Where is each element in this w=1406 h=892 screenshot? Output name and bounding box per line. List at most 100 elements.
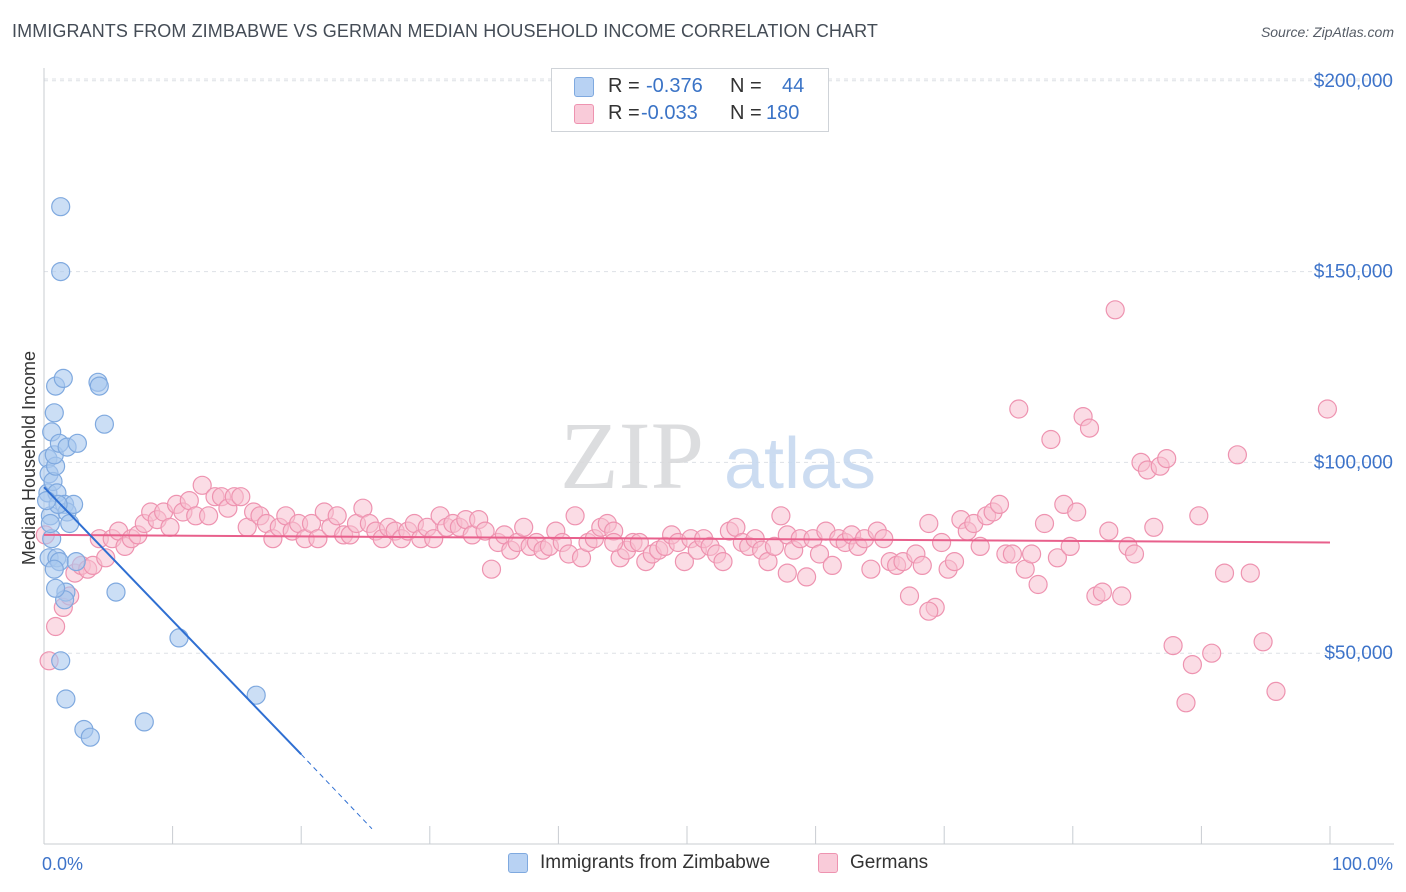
- y-axis-label: Median Household Income: [19, 351, 39, 565]
- y-tick-label: $100,000: [1314, 452, 1393, 473]
- germans-point: [1253, 632, 1273, 652]
- zimbabwe-trend-line: [43, 486, 302, 756]
- germans-point: [1240, 563, 1260, 583]
- bottom-legend-swatch-blue: [508, 853, 528, 873]
- germans-point: [1317, 399, 1338, 419]
- germans-point: [1041, 429, 1061, 450]
- zimbabwe-point: [80, 727, 100, 747]
- watermark-zip: ZIP: [560, 402, 704, 509]
- legend-n-label: N =: [730, 102, 762, 124]
- y-tick-label: $50,000: [1324, 643, 1393, 664]
- germans-point: [1266, 681, 1286, 702]
- x-tick-label-min: 0.0%: [42, 854, 83, 874]
- zimbabwe-point: [53, 368, 73, 388]
- bottom-legend-label: Germans: [850, 852, 929, 873]
- germans-point: [1112, 586, 1132, 606]
- germans-point: [424, 529, 444, 549]
- zimbabwe-point: [51, 197, 71, 217]
- germans-point: [1079, 418, 1100, 438]
- germans-point: [231, 487, 251, 507]
- trend-lines: [43, 486, 1331, 830]
- germans-point: [1034, 513, 1055, 534]
- germans-point: [160, 517, 180, 537]
- germans-point: [1105, 300, 1125, 320]
- germans-point: [796, 567, 817, 587]
- germans-point: [1163, 635, 1183, 656]
- zimbabwe-point: [106, 582, 126, 602]
- stats-legend: R = -0.376 N = 44 R = -0.033 N = 180: [551, 68, 829, 132]
- axes: [43, 68, 1394, 845]
- legend-r-value: -0.376: [646, 75, 703, 97]
- zimbabwe-point: [51, 651, 71, 671]
- legend-n-label: N =: [730, 75, 762, 97]
- germans-point: [713, 551, 733, 572]
- germans-point: [1214, 563, 1235, 583]
- germans-point: [1002, 544, 1023, 564]
- germans-point: [674, 551, 695, 572]
- zimbabwe-point: [134, 712, 154, 732]
- watermark: ZIP atlas: [560, 402, 876, 509]
- zimbabwe-point: [66, 551, 86, 572]
- zimbabwe-point: [40, 513, 61, 534]
- series-zimbabwe: [36, 197, 266, 747]
- watermark-atlas: atlas: [724, 424, 876, 504]
- germans-point: [1144, 517, 1164, 537]
- zimbabwe-point: [60, 513, 80, 534]
- legend-n-value: 180: [766, 102, 800, 124]
- legend-n-value: 44: [782, 75, 805, 97]
- zimbabwe-point: [94, 414, 115, 434]
- germans-point: [1124, 544, 1145, 564]
- legend-r-label: R =: [608, 75, 640, 97]
- germans-point: [822, 555, 842, 576]
- y-tick-label: $200,000: [1314, 71, 1393, 92]
- germans-point: [604, 532, 624, 553]
- x-tick-label-max: 100.0%: [1332, 854, 1393, 874]
- source-credit: Source: ZipAtlas.com: [1260, 24, 1394, 40]
- germans-point: [199, 506, 219, 526]
- germans-point: [919, 601, 939, 621]
- germans-point: [565, 506, 585, 526]
- germans-point: [899, 586, 920, 606]
- germans-point: [771, 506, 791, 526]
- germans-point: [777, 563, 797, 583]
- zimbabwe-point: [44, 403, 64, 423]
- chart-title: IMMIGRANTS FROM ZIMBABWE VS GERMAN MEDIA…: [12, 21, 878, 41]
- zimbabwe-point: [36, 491, 57, 511]
- germans-point: [1202, 643, 1222, 663]
- germans-point: [1092, 582, 1113, 602]
- germans-point: [1157, 449, 1177, 469]
- germans-point: [764, 536, 785, 557]
- germans-point: [327, 506, 347, 526]
- germans-point: [1028, 574, 1048, 595]
- germans-point: [989, 494, 1010, 514]
- germans-point: [192, 475, 212, 495]
- legend-r-label: R =: [608, 102, 640, 124]
- germans-point: [1182, 654, 1203, 675]
- germans-point: [1009, 399, 1029, 419]
- germans-point: [1047, 548, 1068, 568]
- germans-point: [919, 513, 939, 534]
- zimbabwe-point: [56, 689, 76, 709]
- germans-point: [1067, 502, 1087, 522]
- zimbabwe-point: [169, 628, 189, 648]
- germans-point: [861, 559, 881, 579]
- germans-point: [514, 517, 534, 537]
- germans-point: [1227, 445, 1248, 465]
- germans-point: [944, 551, 965, 572]
- germans-point: [96, 548, 116, 568]
- zimbabwe-point: [51, 262, 71, 282]
- germans-point: [809, 544, 830, 564]
- zimbabwe-point: [246, 685, 266, 705]
- bottom-legend-swatch-pink: [818, 853, 838, 873]
- legend-swatch-pink: [574, 104, 594, 124]
- zimbabwe-point: [44, 559, 64, 579]
- germans-point: [1176, 693, 1196, 713]
- germans-point: [912, 555, 932, 576]
- y-tick-label: $150,000: [1314, 262, 1393, 283]
- germans-point: [874, 529, 894, 549]
- bottom-legend-label: Immigrants from Zimbabwe: [540, 852, 771, 873]
- legend-r-value: -0.033: [641, 102, 698, 124]
- germans-point: [970, 536, 990, 557]
- zimbabwe-point: [45, 578, 66, 598]
